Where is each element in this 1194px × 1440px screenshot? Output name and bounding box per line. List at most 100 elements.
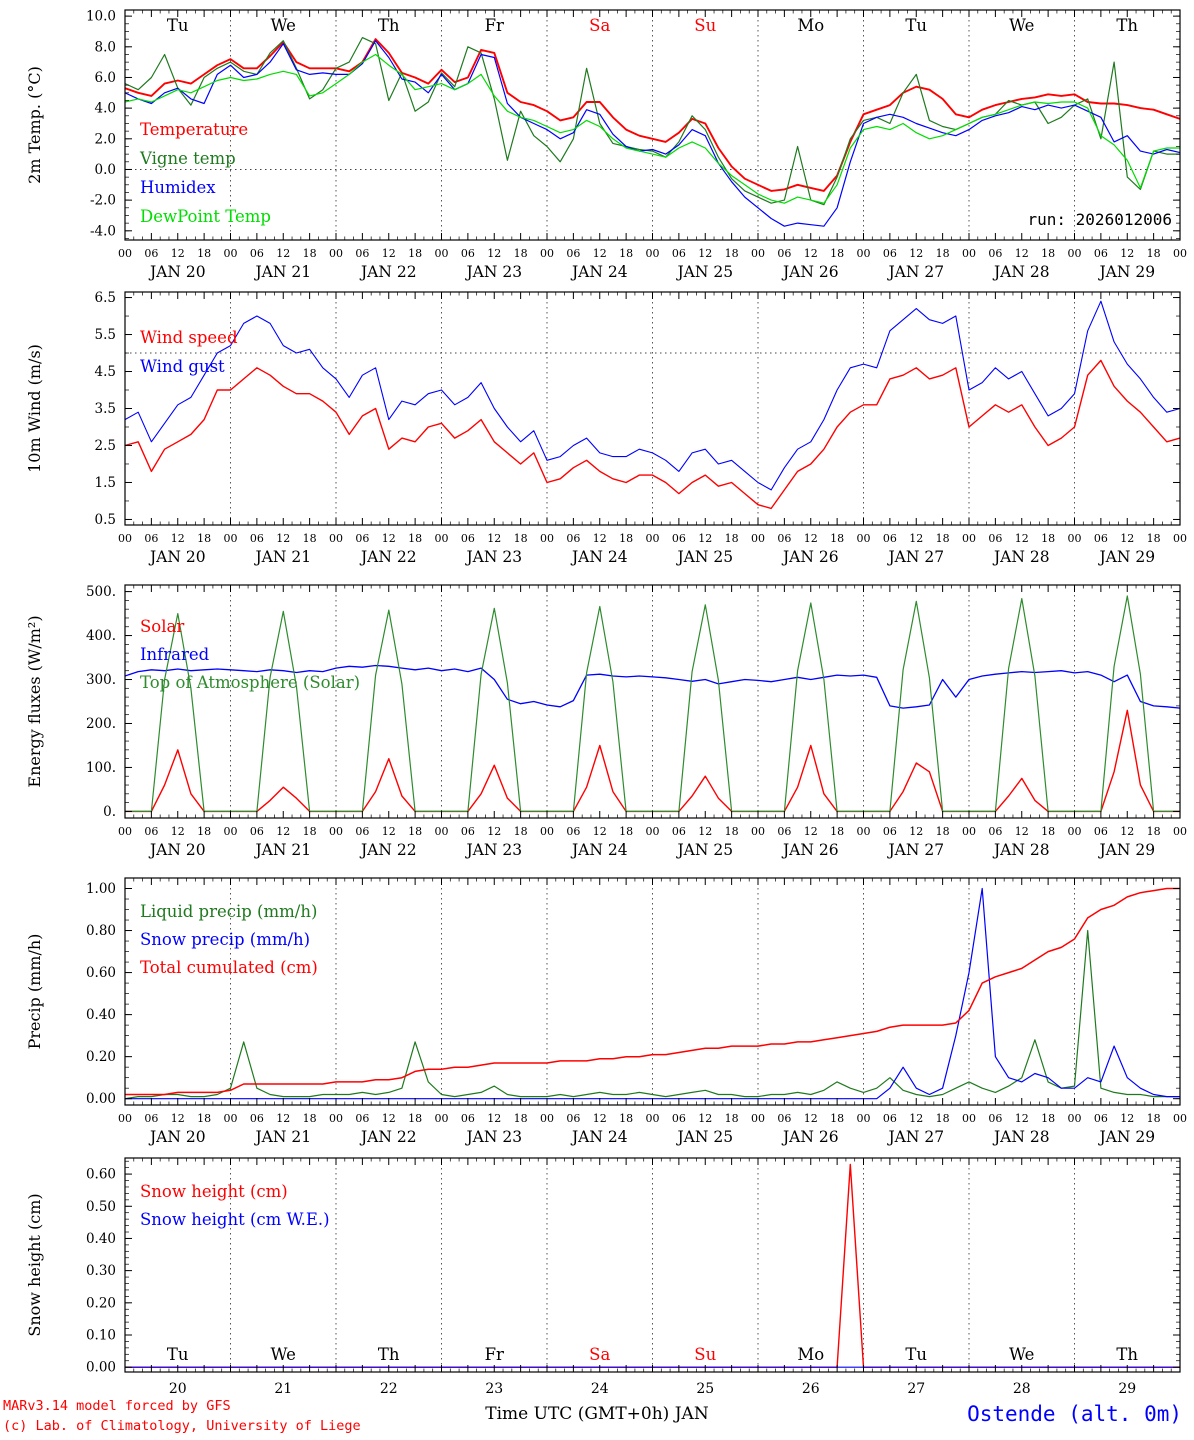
hour-tick-label: 12 — [487, 247, 501, 260]
legend-snow-height-cm-w-e: Snow height (cm W.E.) — [140, 1210, 330, 1229]
date-label: JAN 22 — [359, 548, 417, 566]
day-name-label: Th — [1116, 16, 1138, 35]
date-label: JAN 20 — [148, 263, 206, 281]
hour-tick-label: 12 — [276, 825, 290, 838]
day-name-label: Sa — [589, 16, 610, 35]
hour-tick-label: 06 — [250, 532, 264, 545]
hour-tick-label: 00 — [751, 825, 765, 838]
y-tick-label: -4.0 — [90, 223, 116, 239]
liquid-precip-mm-h-line — [124, 929, 1180, 1100]
day-number-label: 26 — [802, 1381, 820, 1397]
hour-tick-label: 00 — [646, 1112, 660, 1125]
y-tick-label: 200. — [86, 716, 116, 732]
y-tick-label: 0.20 — [86, 1295, 116, 1311]
hour-tick-label: 00 — [435, 247, 449, 260]
hour-tick-label: 12 — [698, 532, 712, 545]
date-label: JAN 29 — [1097, 263, 1155, 281]
hour-tick-label: 06 — [461, 532, 475, 545]
date-label: JAN 20 — [148, 548, 206, 566]
hour-tick-label: 12 — [382, 1112, 396, 1125]
y-axis-title-snow: Snow height (cm) — [25, 1193, 44, 1336]
hour-tick-label: 06 — [461, 825, 475, 838]
hour-tick-label: 18 — [936, 1112, 950, 1125]
hour-tick-label: 06 — [144, 247, 158, 260]
hour-tick-label: 12 — [593, 532, 607, 545]
hour-tick-label: 06 — [988, 1112, 1002, 1125]
date-label: JAN 23 — [464, 263, 522, 281]
hour-tick-label: 06 — [883, 825, 897, 838]
hour-tick-label: 06 — [883, 532, 897, 545]
hour-tick-label: 12 — [382, 825, 396, 838]
hour-tick-label: 06 — [672, 825, 686, 838]
date-label: JAN 28 — [992, 841, 1050, 859]
hour-tick-label: 12 — [593, 825, 607, 838]
hour-tick-label: 18 — [725, 825, 739, 838]
date-label: JAN 20 — [148, 1128, 206, 1146]
hour-tick-label: 00 — [540, 532, 554, 545]
hour-tick-label: 12 — [1015, 247, 1029, 260]
hour-tick-label: 12 — [1015, 825, 1029, 838]
hour-tick-label: 06 — [777, 247, 791, 260]
y-axis-title-temperature: 2m Temp. (°C) — [25, 66, 44, 184]
date-label: JAN 28 — [992, 1128, 1050, 1146]
day-name-label: Sa — [589, 1345, 610, 1364]
legend-liquid-precip-mm-h: Liquid precip (mm/h) — [140, 902, 317, 921]
hour-tick-label: 18 — [514, 1112, 528, 1125]
hour-tick-label: 18 — [514, 247, 528, 260]
day-number-label: 27 — [907, 1381, 925, 1397]
x-axis-title: Time UTC (GMT+0h) JAN — [485, 1404, 709, 1424]
day-name-label: Tu — [167, 16, 189, 35]
panel-snow: 0.60 0.50 0.40 0.30 0.20 0.10 0.00 20 21 22 23 24 25… — [25, 1157, 1181, 1397]
y-tick-label: 2.5 — [95, 438, 116, 454]
date-label: JAN 26 — [781, 841, 839, 859]
legend-solar: Solar — [140, 617, 184, 636]
hour-tick-label: 00 — [540, 247, 554, 260]
hour-tick-label: 00 — [1068, 247, 1082, 260]
hour-tick-label: 06 — [883, 247, 897, 260]
hour-tick-label: 06 — [355, 825, 369, 838]
hour-tick-label: 06 — [777, 1112, 791, 1125]
y-tick-label: 0. — [103, 804, 116, 820]
hour-tick-label: 18 — [197, 532, 211, 545]
y-axis-title-precip: Precip (mm/h) — [25, 934, 44, 1050]
day-number-label: 29 — [1118, 1381, 1136, 1397]
hour-tick-label: 06 — [1094, 825, 1108, 838]
hour-tick-label: 12 — [1120, 247, 1134, 260]
hour-tick-label: 12 — [593, 1112, 607, 1125]
lab-credit-line: (c) Lab. of Climatology, University of L… — [3, 1418, 361, 1434]
hour-tick-label: 12 — [171, 532, 185, 545]
hour-tick-label: 12 — [1015, 532, 1029, 545]
hour-tick-label: 06 — [672, 532, 686, 545]
date-label: JAN 22 — [359, 1128, 417, 1146]
vigne-temp-line — [124, 36, 1180, 206]
panel-wind: 6.55.54.53.52.51.50.500 06 12 18 00 06 12 18 00 0… — [25, 290, 1187, 566]
hour-tick-label: 00 — [118, 532, 132, 545]
hour-tick-label: 12 — [698, 825, 712, 838]
hour-tick-label: 18 — [830, 825, 844, 838]
y-tick-label: 6.5 — [95, 290, 116, 306]
hour-tick-label: 00 — [1068, 1112, 1082, 1125]
hour-tick-label: 00 — [224, 247, 238, 260]
y-tick-label: 0.60 — [86, 1167, 116, 1183]
legend-wind-speed: Wind speed — [140, 328, 238, 347]
hour-tick-label: 18 — [197, 247, 211, 260]
hour-tick-label: 00 — [962, 825, 976, 838]
day-name-label: Th — [1116, 1345, 1138, 1364]
y-tick-label: 0.40 — [86, 1007, 116, 1023]
hour-tick-label: 06 — [355, 247, 369, 260]
hour-tick-label: 18 — [936, 825, 950, 838]
hour-tick-label: 18 — [303, 1112, 317, 1125]
date-label: JAN 29 — [1097, 1128, 1155, 1146]
y-tick-label: 0.00 — [86, 1091, 116, 1107]
date-label: JAN 28 — [992, 263, 1050, 281]
infrared-line — [124, 664, 1181, 709]
hour-tick-label: 00 — [435, 532, 449, 545]
y-tick-label: 400. — [86, 628, 116, 644]
hour-tick-label: 06 — [988, 532, 1002, 545]
y-tick-label: 8.0 — [95, 39, 116, 55]
date-label: JAN 24 — [570, 263, 628, 281]
y-tick-label: 2.0 — [95, 131, 116, 147]
hour-tick-label: 18 — [514, 825, 528, 838]
hour-tick-label: 18 — [303, 825, 317, 838]
hour-tick-label: 18 — [303, 247, 317, 260]
